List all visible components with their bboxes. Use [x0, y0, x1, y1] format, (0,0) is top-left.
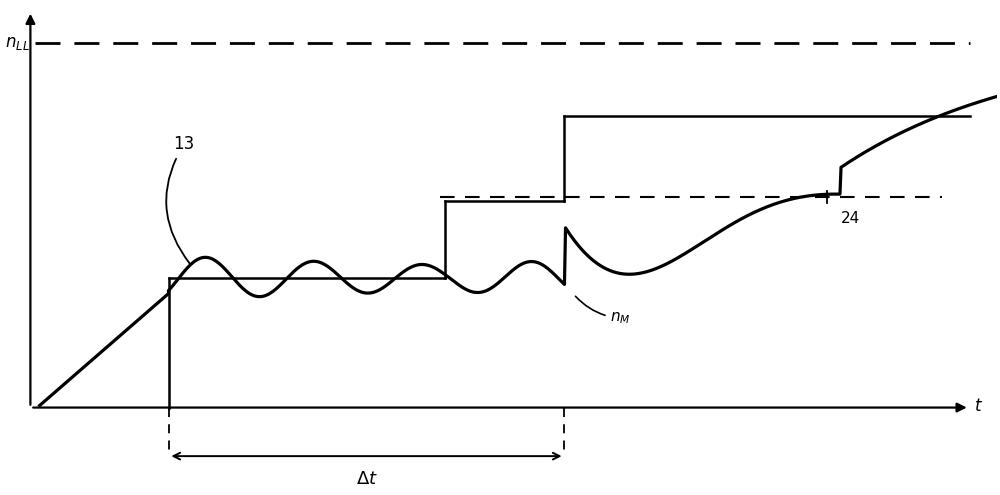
Text: 24: 24: [841, 211, 860, 226]
Text: $n_{LL}$: $n_{LL}$: [5, 34, 29, 52]
Text: 13: 13: [166, 136, 194, 264]
Text: $n_M$: $n_M$: [576, 297, 631, 326]
Text: $t$: $t$: [974, 396, 983, 414]
Text: $\Delta t$: $\Delta t$: [356, 470, 377, 488]
